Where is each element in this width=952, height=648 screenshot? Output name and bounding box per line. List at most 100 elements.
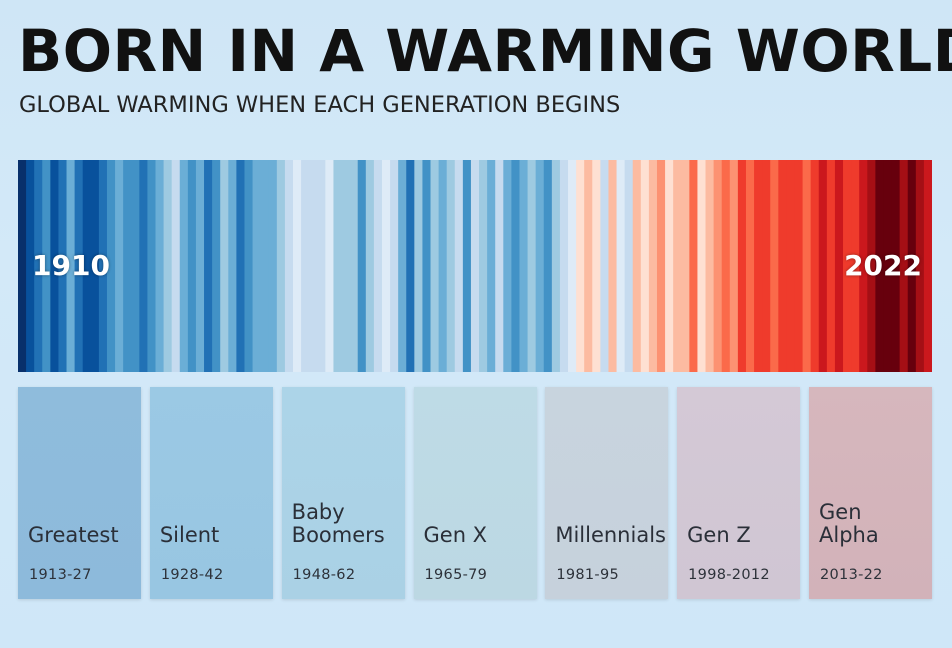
stripe-1923 <box>123 160 132 372</box>
stripe-2009 <box>818 160 828 372</box>
stripe-1939 <box>252 160 262 372</box>
stripe-1934 <box>212 160 221 372</box>
stripe-1971 <box>511 160 521 372</box>
stripe-1974 <box>535 160 545 372</box>
stripe-1941 <box>268 160 278 372</box>
stripe-1922 <box>115 160 124 372</box>
stripe-1914 <box>50 160 60 372</box>
stripe-2001 <box>754 160 763 372</box>
stripe-1926 <box>147 160 157 372</box>
stripe-1937 <box>236 160 246 372</box>
stripe-2022 <box>923 160 932 372</box>
stripe-1977 <box>559 160 569 372</box>
generation-card: Gen Z 1998-2012 <box>677 387 801 599</box>
stripe-1955 <box>381 160 391 372</box>
generation-years: 1981-95 <box>556 567 620 583</box>
stripe-1945 <box>301 160 310 372</box>
stripe-1933 <box>204 160 213 372</box>
page-subtitle: GLOBAL WARMING WHEN EACH GENERATION BEGI… <box>19 92 621 118</box>
stripe-2014 <box>859 160 868 372</box>
stripe-2000 <box>745 160 755 372</box>
stripe-1957 <box>398 160 407 372</box>
stripe-1979 <box>576 160 585 372</box>
stripe-2004 <box>778 160 788 372</box>
stripe-1935 <box>220 160 229 372</box>
stripe-1993 <box>689 160 699 372</box>
stripe-1966 <box>470 160 480 372</box>
generation-card: Baby Boomers 1948-62 <box>281 387 405 599</box>
stripe-1943 <box>284 160 294 372</box>
generation-name: Baby Boomers <box>291 500 385 547</box>
stripe-1978 <box>568 160 577 372</box>
stripe-1987 <box>640 160 650 372</box>
generation-name: Greatest <box>28 523 119 547</box>
generation-card: Greatest 1913-27 <box>18 387 141 599</box>
generation-name: Gen Alpha <box>819 500 879 547</box>
stripe-1916 <box>66 160 76 372</box>
stripe-1989 <box>656 160 666 372</box>
stripe-1921 <box>106 160 116 372</box>
warming-stripes-chart <box>18 160 932 372</box>
stripe-1919 <box>90 160 100 372</box>
stripe-1961 <box>430 160 440 372</box>
stripe-1932 <box>195 160 205 372</box>
stripe-1981 <box>592 160 601 372</box>
generation-card: Gen Alpha 2013-22 <box>809 387 932 599</box>
stripe-1912 <box>34 160 43 372</box>
generation-years: 1965-79 <box>424 567 488 583</box>
generation-name: Silent <box>159 523 220 547</box>
stripe-1997 <box>721 160 731 372</box>
stripe-1949 <box>333 160 343 372</box>
generation-years: 1913-27 <box>29 567 92 583</box>
stripe-2018 <box>891 160 901 372</box>
generation-card: Silent 1928-42 <box>149 387 273 599</box>
stripe-1954 <box>373 160 383 372</box>
stripe-1976 <box>551 160 561 372</box>
stripe-1952 <box>357 160 367 372</box>
generation-years: 1998-2012 <box>688 567 770 583</box>
stripe-1920 <box>98 160 108 372</box>
stripe-1983 <box>608 160 618 372</box>
stripe-1929 <box>171 160 181 372</box>
stripe-1986 <box>632 160 642 372</box>
stripe-1985 <box>624 160 634 372</box>
generation-years: 1928-42 <box>160 567 224 583</box>
stripe-1947 <box>317 160 326 372</box>
stripe-1925 <box>139 160 149 372</box>
stripe-1969 <box>495 160 504 372</box>
stripe-1948 <box>325 160 335 372</box>
stripe-1936 <box>228 160 237 372</box>
stripe-1982 <box>600 160 610 372</box>
stripe-2021 <box>915 160 925 372</box>
page-title: BORN IN A WARMING WORLD <box>18 17 952 85</box>
stripe-1994 <box>697 160 707 372</box>
stripe-1910 <box>18 160 27 372</box>
stripe-2006 <box>794 160 804 372</box>
stripe-1918 <box>82 160 92 372</box>
stripe-1924 <box>131 160 140 372</box>
stripe-1928 <box>163 160 173 372</box>
stripe-1944 <box>293 160 302 372</box>
stripe-1988 <box>648 160 658 372</box>
end-year-label: 2022 <box>844 249 922 282</box>
stripe-1967 <box>479 160 488 372</box>
stripe-2020 <box>907 160 917 372</box>
stripe-2005 <box>786 160 796 372</box>
stripe-1960 <box>422 160 432 372</box>
stripe-1963 <box>446 160 456 372</box>
generation-cards: Greatest 1913-27 Silent 1928-42 Baby Boomers… <box>18 387 932 599</box>
stripe-1917 <box>74 160 84 372</box>
generation-years: 1948-62 <box>292 567 356 583</box>
stripe-1990 <box>665 160 674 372</box>
stripe-1951 <box>349 160 359 372</box>
stripe-1940 <box>260 160 270 372</box>
stripe-2010 <box>826 160 836 372</box>
stripe-1970 <box>503 160 512 372</box>
generation-card: Gen X 1965-79 <box>413 387 537 599</box>
stripe-1958 <box>406 160 415 372</box>
stripe-2019 <box>899 160 909 372</box>
stripe-1964 <box>454 160 464 372</box>
stripe-1991 <box>673 160 682 372</box>
stripe-1984 <box>616 160 626 372</box>
stripe-1930 <box>179 160 189 372</box>
